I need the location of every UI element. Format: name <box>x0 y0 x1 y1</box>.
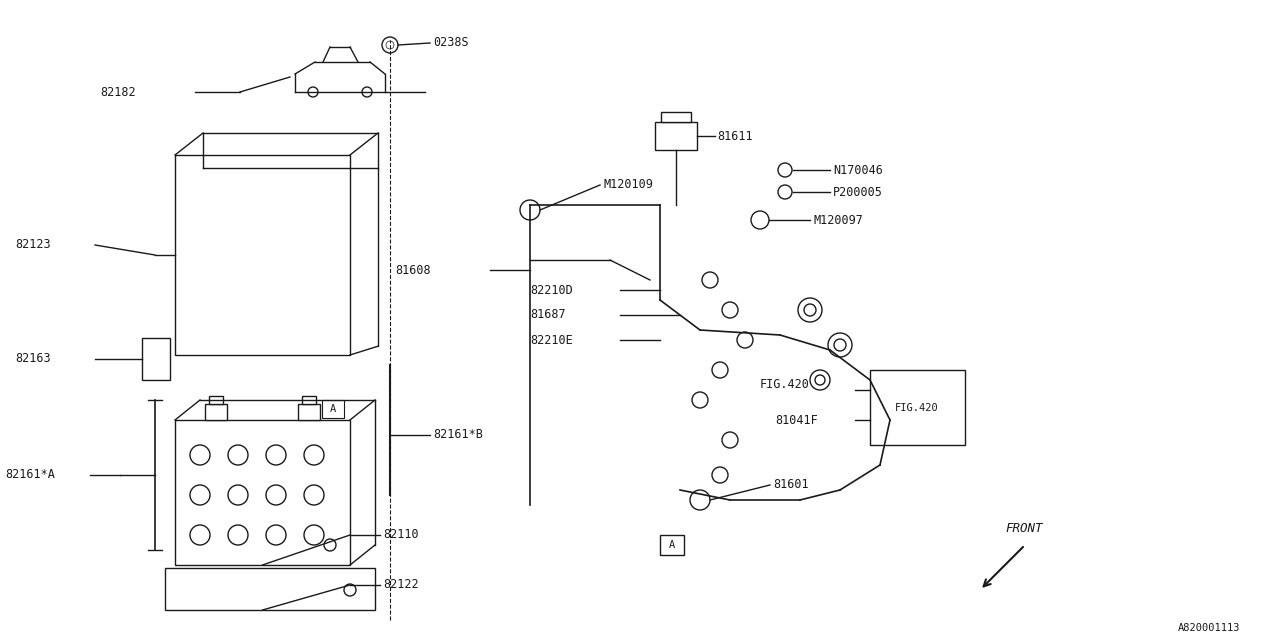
Circle shape <box>751 211 769 229</box>
Bar <box>655 122 698 150</box>
Circle shape <box>362 87 372 97</box>
Text: 82122: 82122 <box>383 579 419 591</box>
Text: 81687: 81687 <box>530 308 566 321</box>
Circle shape <box>778 185 792 199</box>
Text: 81041F: 81041F <box>774 413 818 426</box>
Circle shape <box>712 362 728 378</box>
Circle shape <box>305 485 324 505</box>
Text: N170046: N170046 <box>833 163 883 177</box>
Circle shape <box>701 272 718 288</box>
Text: 82182: 82182 <box>100 86 136 99</box>
Circle shape <box>189 445 210 465</box>
Circle shape <box>324 539 335 551</box>
Circle shape <box>189 485 210 505</box>
Circle shape <box>815 375 826 385</box>
Text: A: A <box>669 540 675 550</box>
Text: FIG.420: FIG.420 <box>760 378 810 392</box>
Text: FIG.420: FIG.420 <box>895 403 938 413</box>
Bar <box>142 338 170 380</box>
Bar <box>660 535 684 555</box>
Circle shape <box>712 467 728 483</box>
Circle shape <box>835 339 846 351</box>
Text: 82163: 82163 <box>15 353 51 365</box>
Bar <box>298 404 320 420</box>
Circle shape <box>692 392 708 408</box>
Bar <box>323 400 344 418</box>
Circle shape <box>690 490 710 510</box>
Bar <box>205 404 227 420</box>
Text: P200005: P200005 <box>833 186 883 198</box>
Text: A: A <box>330 404 337 414</box>
Text: 82123: 82123 <box>15 239 51 252</box>
Bar <box>209 396 223 404</box>
Text: 81611: 81611 <box>717 129 753 143</box>
Circle shape <box>722 302 739 318</box>
Text: 0238S: 0238S <box>433 36 468 49</box>
Circle shape <box>266 445 285 465</box>
Circle shape <box>189 525 210 545</box>
Bar <box>175 155 349 355</box>
Circle shape <box>266 485 285 505</box>
Circle shape <box>810 370 829 390</box>
Circle shape <box>737 332 753 348</box>
Text: 82110: 82110 <box>383 529 419 541</box>
Circle shape <box>228 525 248 545</box>
Bar <box>165 568 375 610</box>
Circle shape <box>305 525 324 545</box>
Circle shape <box>305 445 324 465</box>
Circle shape <box>828 333 852 357</box>
Text: 81608: 81608 <box>396 264 430 276</box>
Circle shape <box>387 41 394 49</box>
Text: A820001113: A820001113 <box>1178 623 1240 633</box>
Text: 82210D: 82210D <box>530 284 572 296</box>
Circle shape <box>228 485 248 505</box>
Text: 82161*B: 82161*B <box>433 429 483 442</box>
Circle shape <box>804 304 817 316</box>
Circle shape <box>344 584 356 596</box>
Bar <box>302 396 316 404</box>
Circle shape <box>722 432 739 448</box>
Text: M120109: M120109 <box>603 179 653 191</box>
Circle shape <box>520 200 540 220</box>
Circle shape <box>381 37 398 53</box>
Bar <box>175 420 349 565</box>
Circle shape <box>308 87 317 97</box>
Text: M120097: M120097 <box>813 214 863 227</box>
Text: 81601: 81601 <box>773 479 809 492</box>
Bar <box>660 112 691 122</box>
Circle shape <box>797 298 822 322</box>
Circle shape <box>778 163 792 177</box>
Bar <box>870 370 965 445</box>
Text: 82210E: 82210E <box>530 333 572 346</box>
Text: 82161*A: 82161*A <box>5 468 55 481</box>
Circle shape <box>266 525 285 545</box>
Text: FRONT: FRONT <box>1005 522 1042 534</box>
Circle shape <box>228 445 248 465</box>
